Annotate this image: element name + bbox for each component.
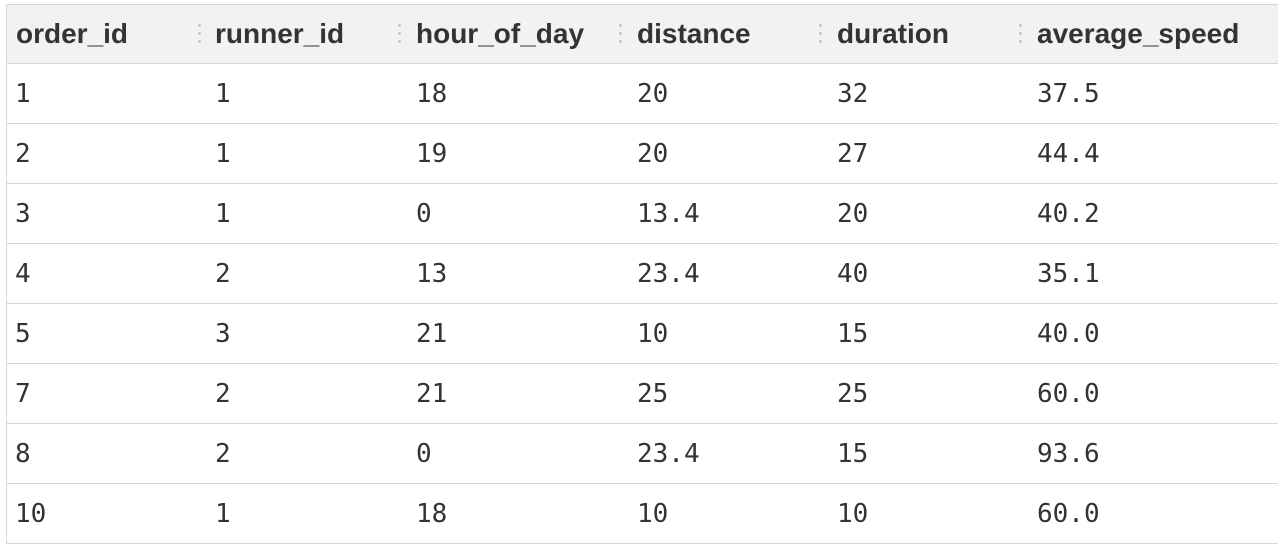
cell-order-id: 1 — [15, 78, 31, 109]
column-header-label: runner_id — [215, 18, 345, 49]
cell-duration: 27 — [837, 138, 869, 169]
column-header-distance[interactable]: distance — [619, 5, 822, 63]
column-resize-handle-icon[interactable] — [196, 22, 202, 46]
cell-runner-id: 1 — [215, 198, 231, 229]
cell-duration: 40 — [837, 258, 869, 289]
column-header-average-speed[interactable]: average_speed — [1019, 5, 1278, 63]
cell-order-id: 3 — [15, 198, 31, 229]
cell-order-id: 4 — [15, 258, 31, 289]
table-row: 1 1 18 20 32 37.5 — [7, 64, 1278, 124]
table-header-row: order_id runner_id hour_of_day distance … — [7, 5, 1278, 64]
cell-runner-id: 3 — [215, 318, 231, 349]
cell-hour-of-day: 18 — [416, 78, 448, 109]
cell-runner-id: 2 — [215, 378, 231, 409]
cell-duration: 15 — [837, 318, 869, 349]
column-header-runner-id[interactable]: runner_id — [198, 5, 401, 63]
cell-average-speed: 60.0 — [1037, 378, 1100, 409]
cell-hour-of-day: 0 — [416, 198, 432, 229]
column-header-duration[interactable]: duration — [819, 5, 1022, 63]
cell-average-speed: 37.5 — [1037, 78, 1100, 109]
cell-order-id: 7 — [15, 378, 31, 409]
table-row: 10 1 18 10 10 60.0 — [7, 484, 1278, 544]
column-header-label: hour_of_day — [416, 18, 585, 49]
table-row: 8 2 0 23.4 15 93.6 — [7, 424, 1278, 484]
cell-average-speed: 44.4 — [1037, 138, 1100, 169]
cell-hour-of-day: 18 — [416, 498, 448, 529]
cell-runner-id: 1 — [215, 498, 231, 529]
column-header-label: order_id — [16, 18, 129, 49]
column-header-hour-of-day[interactable]: hour_of_day — [398, 5, 622, 63]
cell-distance: 25 — [637, 378, 669, 409]
table-row: 3 1 0 13.4 20 40.2 — [7, 184, 1278, 244]
column-resize-handle-icon[interactable] — [1017, 22, 1023, 46]
cell-duration: 25 — [837, 378, 869, 409]
cell-hour-of-day: 19 — [416, 138, 448, 169]
cell-runner-id: 2 — [215, 438, 231, 469]
cell-distance: 13.4 — [637, 198, 700, 229]
column-header-label: duration — [837, 18, 949, 49]
cell-average-speed: 60.0 — [1037, 498, 1100, 529]
cell-duration: 32 — [837, 78, 869, 109]
column-resize-handle-icon[interactable] — [617, 22, 623, 46]
cell-hour-of-day: 13 — [416, 258, 448, 289]
cell-duration: 15 — [837, 438, 869, 469]
cell-order-id: 8 — [15, 438, 31, 469]
cell-runner-id: 1 — [215, 78, 231, 109]
cell-order-id: 5 — [15, 318, 31, 349]
table-row: 2 1 19 20 27 44.4 — [7, 124, 1278, 184]
column-header-label: distance — [637, 18, 751, 49]
cell-hour-of-day: 21 — [416, 318, 448, 349]
column-resize-handle-icon[interactable] — [396, 22, 402, 46]
cell-average-speed: 40.0 — [1037, 318, 1100, 349]
table-row: 4 2 13 23.4 40 35.1 — [7, 244, 1278, 304]
table-row: 7 2 21 25 25 60.0 — [7, 364, 1278, 424]
cell-order-id: 10 — [15, 498, 47, 529]
results-table: order_id runner_id hour_of_day distance … — [6, 4, 1278, 544]
cell-duration: 20 — [837, 198, 869, 229]
cell-order-id: 2 — [15, 138, 31, 169]
cell-distance: 10 — [637, 498, 669, 529]
column-resize-handle-icon[interactable] — [817, 22, 823, 46]
cell-hour-of-day: 0 — [416, 438, 432, 469]
cell-average-speed: 93.6 — [1037, 438, 1100, 469]
cell-average-speed: 40.2 — [1037, 198, 1100, 229]
table-row: 5 3 21 10 15 40.0 — [7, 304, 1278, 364]
cell-distance: 23.4 — [637, 258, 700, 289]
cell-distance: 10 — [637, 318, 669, 349]
cell-distance: 20 — [637, 78, 669, 109]
cell-runner-id: 2 — [215, 258, 231, 289]
column-header-label: average_speed — [1037, 18, 1240, 49]
cell-runner-id: 1 — [215, 138, 231, 169]
cell-hour-of-day: 21 — [416, 378, 448, 409]
cell-distance: 23.4 — [637, 438, 700, 469]
cell-duration: 10 — [837, 498, 869, 529]
column-header-order-id[interactable]: order_id — [7, 5, 201, 63]
cell-average-speed: 35.1 — [1037, 258, 1100, 289]
cell-distance: 20 — [637, 138, 669, 169]
